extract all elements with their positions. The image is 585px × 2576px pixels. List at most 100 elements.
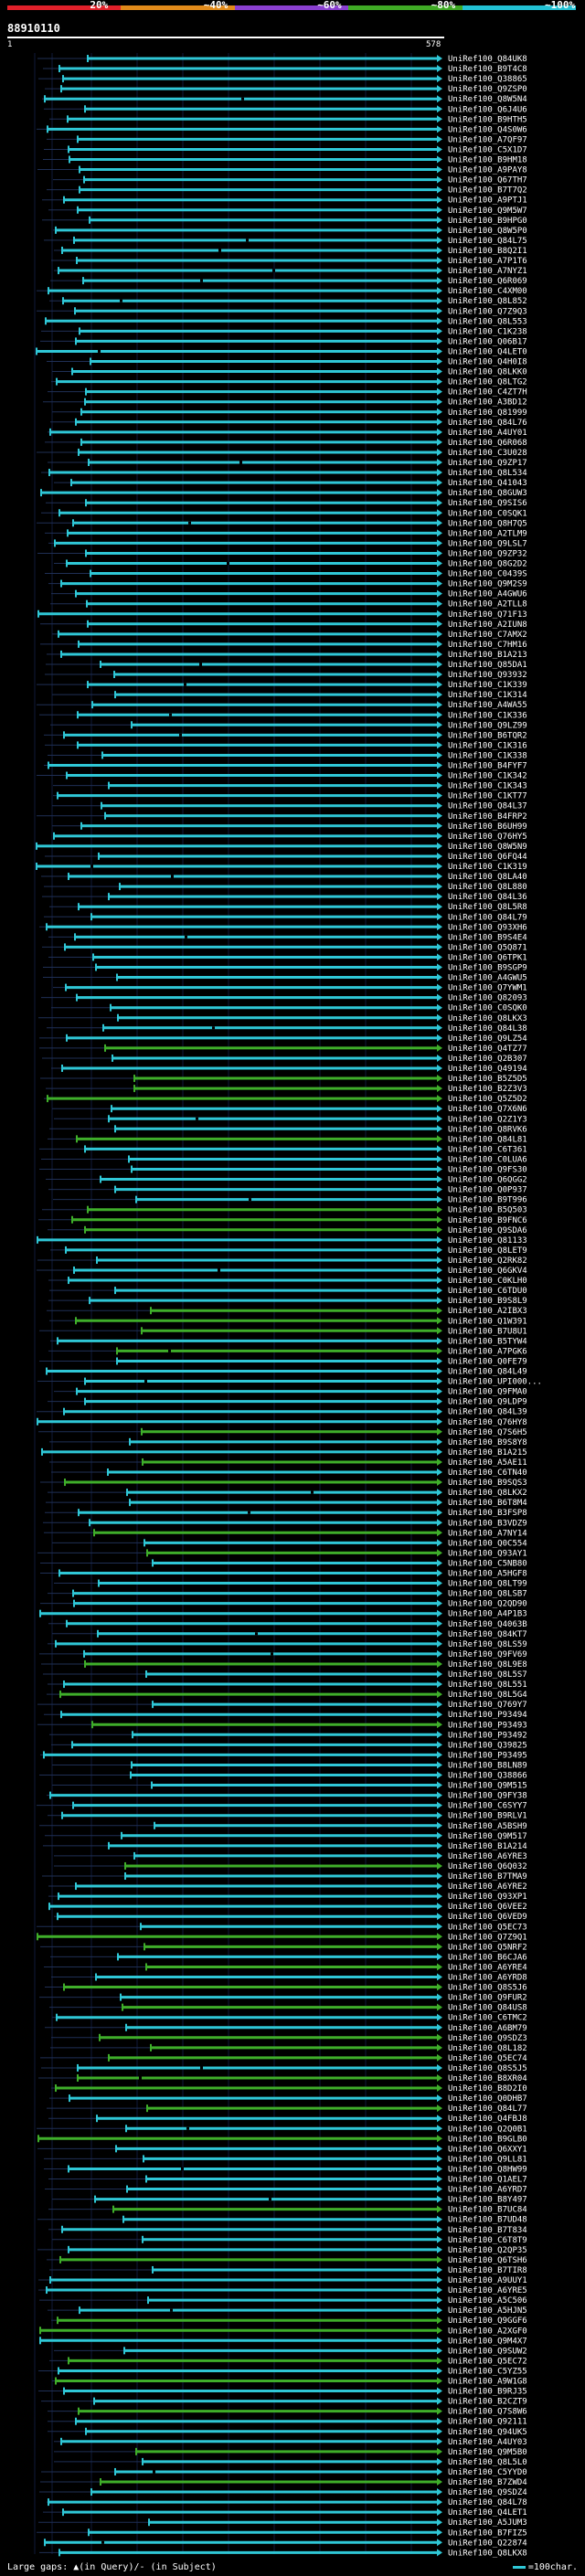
hit-label[interactable]: UniRef100_Q81999 <box>448 408 527 418</box>
hit-label[interactable]: UniRef100_Q9SDZ4 <box>448 2488 527 2497</box>
hit-label[interactable]: UniRef100_Q8L5S7 <box>448 1670 527 1680</box>
hit-label[interactable]: UniRef100_Q38865 <box>448 75 527 84</box>
hit-label[interactable]: UniRef100_B3VDZ9 <box>448 1519 527 1528</box>
hit-label[interactable]: UniRef100_C0SQK0 <box>448 1004 527 1013</box>
hit-label[interactable]: UniRef100_Q93AY1 <box>448 1549 527 1558</box>
hit-label[interactable]: UniRef100_B8Q2I1 <box>448 247 527 256</box>
hit-label[interactable]: UniRef100_Q49194 <box>448 1065 527 1074</box>
hit-label[interactable]: UniRef100_Q4FBJ8 <box>448 2115 527 2124</box>
hit-label[interactable]: UniRef100_B9GLB0 <box>448 2135 527 2144</box>
hit-label[interactable]: UniRef100_Q5NRF2 <box>448 1943 527 1952</box>
hit-label[interactable]: UniRef100_Q9ZP32 <box>448 549 527 558</box>
hit-label[interactable]: UniRef100_Q7Z9Q3 <box>448 307 527 316</box>
hit-label[interactable]: UniRef100_A7QF97 <box>448 135 527 144</box>
hit-label[interactable]: UniRef100_Q9GGF6 <box>448 2316 527 2326</box>
hit-label[interactable]: UniRef100_B1A215 <box>448 1448 527 1458</box>
hit-label[interactable]: UniRef100_Q93932 <box>448 671 527 680</box>
hit-label[interactable]: UniRef100_B9HTH5 <box>448 115 527 124</box>
hit-label[interactable]: UniRef100_Q2RK82 <box>448 1256 527 1266</box>
hit-label[interactable]: UniRef100_Q6VEE2 <box>448 1903 527 1912</box>
hit-label[interactable]: UniRef100_Q8L553 <box>448 317 527 326</box>
hit-label[interactable]: UniRef100_Q84L49 <box>448 1368 527 1377</box>
hit-label[interactable]: UniRef100_B9RJ35 <box>448 2388 527 2397</box>
hit-label[interactable]: UniRef100_Q4H0I8 <box>448 358 527 367</box>
hit-label[interactable]: UniRef100_Q4063B <box>448 1620 527 1629</box>
hit-label[interactable]: UniRef100_Q8L182 <box>448 2044 527 2053</box>
hit-label[interactable]: UniRef100_Q9M515 <box>448 1782 527 1791</box>
hit-label[interactable]: UniRef100_A4UY03 <box>448 2438 527 2447</box>
hit-label[interactable]: UniRef100_Q8LET9 <box>448 1246 527 1256</box>
hit-label[interactable]: UniRef100_A4GWU5 <box>448 974 527 983</box>
hit-label[interactable]: UniRef100_Q1AEL7 <box>448 2176 527 2185</box>
hit-label[interactable]: UniRef100_A4P1B3 <box>448 1610 527 1619</box>
hit-label[interactable]: UniRef100_Q8HW99 <box>448 2165 527 2174</box>
hit-label[interactable]: UniRef100_B1A214 <box>448 1842 527 1851</box>
hit-label[interactable]: UniRef100_B8Y497 <box>448 2196 527 2205</box>
hit-label[interactable]: UniRef100_B7UD48 <box>448 2216 527 2225</box>
hit-label[interactable]: UniRef100_Q7S6H5 <box>448 1428 527 1437</box>
hit-label[interactable]: UniRef100_Q8L534 <box>448 469 527 478</box>
hit-label[interactable]: UniRef100_Q9FS30 <box>448 1166 527 1175</box>
hit-label[interactable]: UniRef100_Q6GKV4 <box>448 1267 527 1276</box>
hit-label[interactable]: UniRef100_Q9FMA0 <box>448 1388 527 1397</box>
hit-label[interactable]: UniRef100_A2IUN8 <box>448 620 527 630</box>
hit-label[interactable]: UniRef100_Q0C554 <box>448 1539 527 1548</box>
hit-label[interactable]: UniRef100_B7T7Q2 <box>448 186 527 196</box>
hit-label[interactable]: UniRef100_A5HJN5 <box>448 2306 527 2316</box>
hit-label[interactable]: UniRef100_C6TMC2 <box>448 2014 527 2023</box>
hit-label[interactable]: UniRef100_A5JUM3 <box>448 2518 527 2528</box>
hit-label[interactable]: UniRef100_A9PAY8 <box>448 166 527 175</box>
hit-label[interactable]: UniRef100_B2CZT9 <box>448 2398 527 2407</box>
hit-label[interactable]: UniRef100_Q9M4X7 <box>448 2337 527 2346</box>
hit-label[interactable]: UniRef100_C1KT77 <box>448 792 527 801</box>
hit-label[interactable]: UniRef100_A2TLM9 <box>448 529 527 538</box>
hit-label[interactable]: UniRef100_A6YRE5 <box>448 2286 527 2295</box>
hit-label[interactable]: UniRef100_A2XGF0 <box>448 2327 527 2336</box>
hit-label[interactable]: UniRef100_A9W1G8 <box>448 2378 527 2387</box>
hit-label[interactable]: UniRef100_B6UH99 <box>448 822 527 832</box>
hit-label[interactable]: UniRef100_B6TQR2 <box>448 731 527 740</box>
hit-label[interactable]: UniRef100_A5HGF8 <box>448 1570 527 1579</box>
hit-label[interactable]: UniRef100_Q4LET0 <box>448 347 527 356</box>
hit-label[interactable]: UniRef100_Q4TZ77 <box>448 1044 527 1054</box>
hit-label[interactable]: UniRef100_B7TMA9 <box>448 1872 527 1882</box>
hit-label[interactable]: UniRef100_C1K336 <box>448 711 527 720</box>
hit-label[interactable]: UniRef100_C3U028 <box>448 449 527 458</box>
hit-label[interactable]: UniRef100_A2TLL8 <box>448 600 527 610</box>
hit-label[interactable]: UniRef100_B6T8M4 <box>448 1499 527 1508</box>
hit-label[interactable]: UniRef100_C1K342 <box>448 772 527 781</box>
hit-label[interactable]: UniRef100_C4XM00 <box>448 287 527 296</box>
hit-label[interactable]: UniRef100_Q8W5N4 <box>448 95 527 104</box>
hit-label[interactable]: UniRef100_C7HM16 <box>448 641 527 650</box>
hit-label[interactable]: UniRef100_Q5Q871 <box>448 943 527 952</box>
hit-label[interactable]: UniRef100_A4GWU6 <box>448 590 527 599</box>
hit-label[interactable]: UniRef100_Q82093 <box>448 994 527 1003</box>
hit-label[interactable]: UniRef100_A6YRE2 <box>448 1882 527 1892</box>
hit-label[interactable]: UniRef100_Q84US8 <box>448 2004 527 2013</box>
hit-label[interactable]: UniRef100_Q8S5J5 <box>448 2064 527 2073</box>
hit-label[interactable]: UniRef100_C4ZT7H <box>448 388 527 398</box>
hit-label[interactable]: UniRef100_Q2QP35 <box>448 2246 527 2255</box>
hit-label[interactable]: UniRef100_C6T361 <box>448 1145 527 1154</box>
hit-label[interactable]: UniRef100_C5NB80 <box>448 1559 527 1568</box>
hit-label[interactable]: UniRef100_Q84L38 <box>448 1024 527 1034</box>
hit-label[interactable]: UniRef100_Q9SDZ3 <box>448 2034 527 2043</box>
hit-label[interactable]: UniRef100_Q8LS59 <box>448 1640 527 1649</box>
hit-label[interactable]: UniRef100_B4FYF7 <box>448 762 527 771</box>
hit-label[interactable]: UniRef100_C1K343 <box>448 782 527 791</box>
hit-label[interactable]: UniRef100_Q8L551 <box>448 1680 527 1690</box>
hit-label[interactable]: UniRef100_C1K338 <box>448 751 527 760</box>
hit-label[interactable]: UniRef100_A3BD12 <box>448 398 527 408</box>
hit-label[interactable]: UniRef100_Q8L852 <box>448 297 527 306</box>
hit-label[interactable]: UniRef100_Q7X6N6 <box>448 1105 527 1114</box>
hit-label[interactable]: UniRef100_Q8LTG2 <box>448 378 527 387</box>
hit-label[interactable]: UniRef100_Q6XXY1 <box>448 2145 527 2154</box>
hit-label[interactable]: UniRef100_Q0P937 <box>448 1186 527 1195</box>
hit-label[interactable]: UniRef100_Q9ZP17 <box>448 459 527 468</box>
hit-label[interactable]: UniRef100_Q6QGG2 <box>448 1176 527 1185</box>
hit-label[interactable]: UniRef100_Q81133 <box>448 1236 527 1246</box>
hit-label[interactable]: UniRef100_C1K238 <box>448 327 527 336</box>
hit-label[interactable]: UniRef100_C5YZ55 <box>448 2367 527 2376</box>
hit-label[interactable]: UniRef100_Q9ZSP0 <box>448 85 527 94</box>
hit-label[interactable]: UniRef100_Q769Y7 <box>448 1701 527 1710</box>
